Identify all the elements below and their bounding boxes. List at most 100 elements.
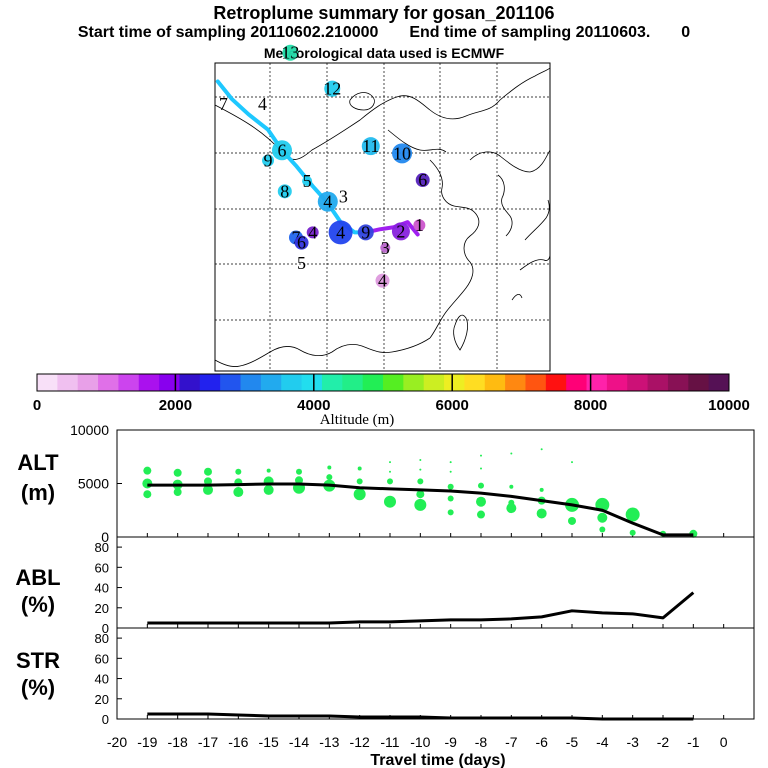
scatter-point bbox=[173, 468, 182, 477]
plume-marker-label: 8 bbox=[280, 181, 289, 201]
scatter-point bbox=[326, 474, 333, 481]
scatter-point bbox=[449, 470, 452, 473]
colorbar-swatch bbox=[37, 374, 58, 391]
plume-marker-dot bbox=[277, 184, 292, 199]
y-tick-label: 80 bbox=[95, 631, 109, 646]
scatter-point bbox=[540, 448, 543, 451]
coast-china-east bbox=[429, 159, 480, 339]
colorbar-swatch bbox=[220, 374, 242, 391]
coast-japan-south bbox=[519, 253, 551, 271]
panel-unit: (%) bbox=[21, 675, 55, 700]
panel-title: ABL bbox=[15, 565, 60, 590]
y-tick-label: 0 bbox=[102, 712, 109, 727]
scatter-point bbox=[173, 488, 182, 497]
colorbar-swatch bbox=[342, 374, 364, 391]
colorbar-swatch bbox=[138, 374, 160, 391]
coast-korea-north bbox=[469, 149, 551, 173]
colorbar-swatch bbox=[688, 374, 710, 391]
y-tick-label: 60 bbox=[95, 560, 109, 575]
series-line bbox=[147, 591, 695, 625]
scatter-point bbox=[568, 516, 576, 525]
colorbar-swatch bbox=[423, 374, 445, 391]
scatter-point bbox=[510, 452, 513, 455]
scatter-point bbox=[625, 507, 640, 522]
plume-marker-label: 9 bbox=[361, 222, 370, 242]
scatter-point bbox=[143, 466, 152, 475]
panel-abl: ABL(%) 80 60 40 20 0 bbox=[15, 536, 755, 636]
scatter-point bbox=[143, 490, 152, 499]
plume-marker-label: 4 bbox=[308, 222, 317, 242]
scatter-point bbox=[416, 490, 425, 499]
plume-marker-label: 12 bbox=[323, 79, 341, 99]
scatter-point bbox=[327, 465, 332, 470]
colorbar-swatch bbox=[362, 374, 384, 391]
colorbar-swatch bbox=[383, 374, 404, 391]
plume-marker-label: 6 bbox=[278, 140, 287, 160]
scatter-point bbox=[204, 467, 212, 476]
plume-marker-label: 5 bbox=[303, 171, 312, 191]
scatter-point bbox=[204, 477, 212, 486]
scatter-point bbox=[539, 487, 544, 492]
y-tick-label: 60 bbox=[95, 651, 109, 666]
scatter-point bbox=[142, 478, 153, 489]
scatter-point bbox=[449, 461, 452, 464]
x-tick-label: -13 bbox=[319, 734, 339, 750]
scatter-point bbox=[509, 484, 514, 489]
plume-marker-label: 11 bbox=[362, 136, 379, 156]
colorbar-swatch bbox=[505, 374, 526, 391]
y-tick-label: 0 bbox=[101, 529, 109, 545]
scatter-point bbox=[203, 484, 213, 495]
x-tick-label: -15 bbox=[259, 734, 279, 750]
x-tick-label: -3 bbox=[626, 734, 639, 750]
x-tick-label: -20 bbox=[107, 734, 127, 750]
plume-marker-label: 7 bbox=[291, 228, 300, 248]
panel-alt: ALT (m) 10000 5000 0 bbox=[17, 422, 755, 545]
scatter-point bbox=[447, 495, 454, 502]
colorbar-swatch bbox=[159, 374, 180, 391]
x-tick-label: -7 bbox=[505, 734, 518, 750]
y-tick-label: 40 bbox=[95, 672, 109, 687]
plume-marker-dot bbox=[392, 143, 413, 164]
colorbar-swatch bbox=[240, 374, 262, 391]
scatter-point bbox=[419, 458, 422, 461]
colorbar-frame bbox=[36, 373, 730, 392]
altitude-colorbar: 0 2000 4000 6000 8000 10000 Altitude (m) bbox=[33, 373, 750, 428]
colorbar-swatch bbox=[98, 374, 119, 391]
scatter-point bbox=[389, 461, 391, 464]
scatter-point bbox=[629, 529, 636, 536]
plume-marker-label: 9 bbox=[264, 151, 273, 171]
map-gridlines bbox=[215, 63, 550, 371]
x-tick-label: 0 bbox=[720, 734, 728, 750]
plume-marker-dot bbox=[380, 242, 391, 253]
colorbar-tick-label: 10000 bbox=[708, 397, 750, 414]
plume-marker-dot bbox=[328, 220, 353, 245]
x-tick-label: -11 bbox=[380, 734, 399, 750]
colorbar-tick-label: 6000 bbox=[436, 397, 469, 414]
panel-frame bbox=[116, 536, 755, 629]
plume-marker-dot bbox=[272, 140, 292, 161]
plume-marker-label: 3 bbox=[339, 186, 348, 206]
plume-marker-dot bbox=[324, 80, 341, 97]
colorbar-swatch bbox=[647, 374, 669, 391]
scatter-point bbox=[506, 503, 517, 514]
scatter-point bbox=[599, 526, 606, 533]
plume-marker-dot bbox=[317, 191, 338, 212]
scatter-point bbox=[387, 478, 393, 485]
plume-marker-label: 7 bbox=[219, 94, 228, 114]
panel-frame bbox=[116, 627, 755, 720]
scatter-point bbox=[419, 468, 422, 471]
plume-marker-label: 10 bbox=[393, 143, 411, 163]
colorbar-swatch bbox=[199, 374, 221, 391]
plume-marker-dot bbox=[415, 173, 430, 188]
scatter-point bbox=[296, 468, 302, 475]
met-data-label: Meteorological data used is ECMWF bbox=[263, 45, 505, 61]
x-tick-label: -16 bbox=[228, 734, 248, 750]
coast-taiwan bbox=[453, 314, 468, 351]
plume-marker-label: 4 bbox=[336, 222, 345, 242]
colorbar-swatch bbox=[260, 374, 282, 391]
y-tick-label: 5000 bbox=[78, 476, 109, 492]
coast-islands bbox=[511, 294, 523, 301]
scatter-point bbox=[447, 509, 454, 516]
plume-marker-label: 1 bbox=[415, 215, 424, 235]
scatter-point bbox=[597, 512, 608, 523]
